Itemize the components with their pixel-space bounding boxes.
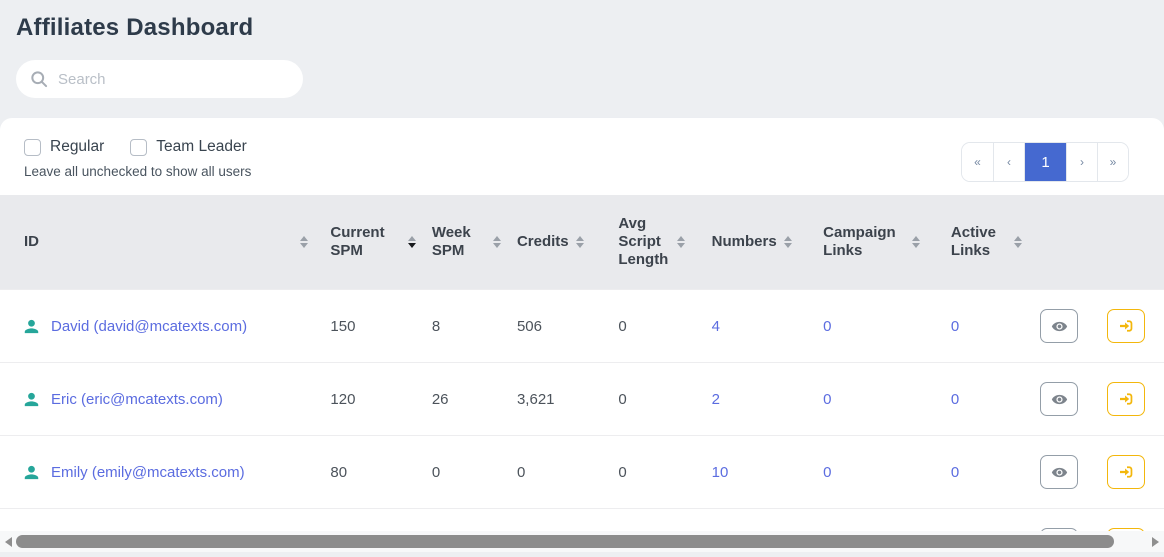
credits-cell: 0	[508, 435, 611, 509]
affiliates-table: ID Current SPM Week SPM	[0, 195, 1164, 531]
current-spm-cell: 200	[322, 508, 424, 531]
eye-icon	[1051, 467, 1067, 477]
regular-checkbox[interactable]	[24, 138, 41, 156]
campaign-links-link[interactable]: 0	[823, 317, 832, 335]
team-leader-label: Team Leader	[156, 138, 247, 155]
person-icon	[24, 392, 39, 406]
current-spm-cell: 150	[322, 289, 424, 363]
column-header-view-actions	[1032, 195, 1100, 290]
pagination-next-button[interactable]: ›	[1066, 143, 1097, 181]
active-links-link[interactable]: 0	[950, 317, 960, 335]
horizontal-scrollbar	[0, 531, 1164, 552]
table-row: Ethan (ethan@mcatexts.com) 200 19 3,173 …	[0, 508, 1164, 531]
campaign-links-link[interactable]: 0	[823, 390, 832, 408]
column-header-login-actions	[1099, 195, 1164, 290]
filter-regular[interactable]: Regular	[24, 138, 104, 156]
column-header-week-spm[interactable]: Week SPM	[423, 195, 509, 290]
sort-icon	[677, 236, 686, 248]
search-input[interactable]	[16, 60, 303, 98]
week-spm-cell: 19	[423, 508, 509, 531]
scroll-left-arrow[interactable]	[5, 536, 12, 547]
eye-icon	[1051, 394, 1067, 404]
affiliates-card: Regular Team Leader Leave all unchecked …	[0, 118, 1164, 531]
sort-icon	[912, 236, 921, 248]
column-header-credits[interactable]: Credits	[508, 195, 611, 290]
affiliate-id-link[interactable]: David (david@mcatexts.com)	[51, 317, 248, 335]
person-icon	[24, 465, 39, 479]
numbers-link[interactable]: 10	[711, 463, 729, 481]
regular-label: Regular	[50, 138, 105, 155]
view-button[interactable]	[1040, 455, 1079, 489]
pagination: « ‹ 1 › »	[962, 143, 1128, 181]
pagination-last-button[interactable]: »	[1097, 143, 1128, 181]
login-as-user-button[interactable]	[1107, 382, 1146, 416]
sort-icon	[407, 236, 416, 248]
affiliate-id-link[interactable]: Emily (emily@mcatexts.com)	[51, 463, 245, 481]
login-arrow-icon	[1120, 393, 1133, 405]
team-leader-checkbox[interactable]	[130, 138, 148, 156]
active-links-link[interactable]: 0	[950, 390, 960, 408]
eye-icon	[1051, 321, 1067, 331]
role-filters: Regular Team Leader Leave all unchecked …	[24, 138, 251, 179]
avg-script-length-cell: 0	[610, 435, 704, 509]
sort-icon	[492, 236, 501, 248]
view-button[interactable]	[1040, 382, 1079, 416]
scroll-right-arrow[interactable]	[1152, 536, 1159, 547]
login-arrow-icon	[1120, 466, 1133, 478]
login-arrow-icon	[1120, 320, 1133, 332]
column-header-avg-script-length[interactable]: Avg Script Length	[610, 195, 704, 290]
avg-script-length-cell: 0	[610, 362, 704, 436]
login-as-user-button[interactable]	[1107, 455, 1146, 489]
sort-icon	[1013, 236, 1022, 248]
column-header-active-links[interactable]: Active Links	[942, 195, 1033, 290]
sort-icon	[300, 236, 309, 248]
sort-icon	[575, 236, 584, 248]
column-header-numbers[interactable]: Numbers	[703, 195, 816, 290]
avg-script-length-cell: 0	[610, 508, 704, 531]
person-icon	[24, 319, 39, 333]
pagination-prev-button[interactable]: ‹	[993, 143, 1024, 181]
table-row: Eric (eric@mcatexts.com) 120 26 3,621 0 …	[0, 362, 1164, 436]
current-spm-cell: 120	[322, 362, 424, 436]
column-header-current-spm[interactable]: Current SPM	[322, 195, 424, 290]
scrollbar-track[interactable]	[16, 535, 1148, 548]
current-spm-cell: 80	[322, 435, 424, 509]
pagination-first-button[interactable]: «	[962, 143, 993, 181]
numbers-link[interactable]: 4	[711, 317, 720, 335]
avg-script-length-cell: 0	[610, 289, 704, 363]
numbers-link[interactable]: 2	[711, 390, 720, 408]
credits-cell: 506	[508, 289, 611, 363]
search-icon	[31, 71, 48, 88]
top-bar: Affiliates Dashboard	[0, 0, 1164, 118]
week-spm-cell: 0	[423, 435, 509, 509]
filter-team-leader[interactable]: Team Leader	[130, 138, 247, 156]
scrollbar-thumb[interactable]	[16, 535, 1115, 548]
week-spm-cell: 26	[423, 362, 509, 436]
column-header-campaign-links[interactable]: Campaign Links	[815, 195, 943, 290]
credits-cell: 3,173	[508, 508, 611, 531]
filters-hint: Leave all unchecked to show all users	[24, 164, 252, 179]
table-row: Emily (emily@mcatexts.com) 80 0 0 0 10 0…	[0, 435, 1164, 509]
column-header-id[interactable]: ID	[0, 195, 323, 290]
bottom-gap	[0, 552, 1164, 557]
active-links-link[interactable]: 0	[950, 463, 960, 481]
table-header-row: ID Current SPM Week SPM	[0, 195, 1164, 290]
campaign-links-link[interactable]: 0	[823, 463, 832, 481]
view-button[interactable]	[1040, 309, 1079, 343]
table-row: David (david@mcatexts.com) 150 8 506 0 4…	[0, 289, 1164, 363]
pagination-page-1-button[interactable]: 1	[1024, 143, 1066, 181]
login-as-user-button[interactable]	[1107, 309, 1146, 343]
card-header: Regular Team Leader Leave all unchecked …	[0, 118, 1164, 195]
search-box	[16, 60, 303, 98]
credits-cell: 3,621	[508, 362, 611, 436]
page-title: Affiliates Dashboard	[16, 14, 254, 41]
affiliate-id-link[interactable]: Eric (eric@mcatexts.com)	[51, 390, 223, 408]
sort-icon	[783, 236, 792, 248]
week-spm-cell: 8	[423, 289, 509, 363]
